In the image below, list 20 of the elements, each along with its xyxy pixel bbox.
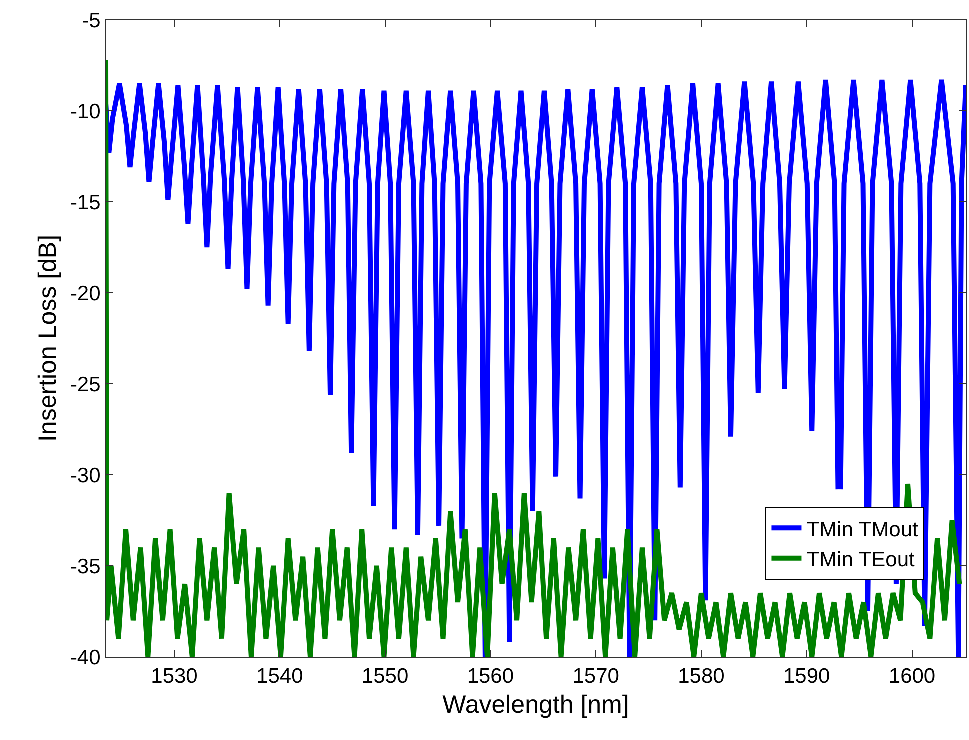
y-tick-label: -35: [70, 555, 101, 578]
legend-label: TMin TMout: [806, 518, 919, 542]
y-tick-label: -20: [70, 282, 101, 306]
x-tick-label: 1530: [151, 665, 198, 688]
legend-label: TMin TEout: [806, 548, 916, 572]
y-tick-label: -10: [70, 100, 101, 124]
x-tick-label: 1550: [362, 665, 409, 688]
x-axis-title: Wavelength [nm]: [442, 691, 630, 720]
x-tick-label: 1600: [888, 665, 936, 688]
y-tick-label: -15: [70, 191, 101, 214]
x-tick-label: 1580: [678, 665, 725, 688]
y-tick-label: -30: [70, 464, 101, 488]
y-tick-label: -40: [70, 646, 101, 670]
y-tick-label: -5: [82, 9, 101, 32]
x-tick-label: 1560: [467, 665, 514, 688]
y-tick-label: -25: [70, 373, 101, 396]
x-tick-label: 1590: [784, 665, 830, 688]
x-tick-label: 1540: [256, 665, 304, 688]
y-axis-title: Insertion Loss [dB]: [34, 234, 62, 442]
x-tick-label: 1570: [572, 665, 620, 688]
